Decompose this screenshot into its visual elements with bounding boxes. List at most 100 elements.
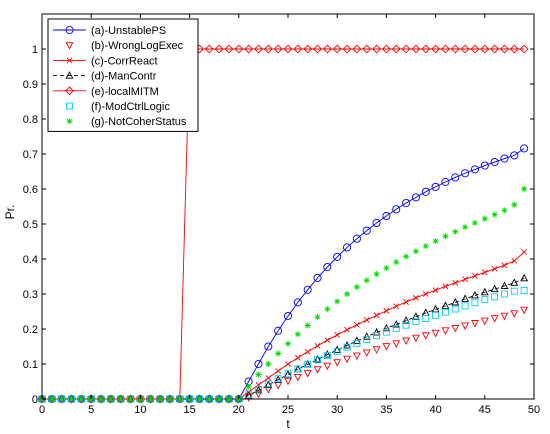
- x-tick-label: 20: [233, 404, 245, 416]
- data-point-3-29: [314, 342, 321, 349]
- data-point-5-42: [441, 44, 450, 54]
- data-point-3-50: [521, 249, 528, 255]
- data-point-4-24: [264, 380, 273, 389]
- y-tick-label: 0.9: [23, 79, 38, 91]
- data-point-5-24: [263, 44, 273, 54]
- data-point-7-14: [166, 396, 173, 402]
- data-point-7-23: [255, 371, 262, 378]
- data-point-4-31: [333, 345, 342, 354]
- data-point-3-23: [255, 382, 262, 388]
- data-point-2-39: [411, 334, 420, 343]
- data-point-1-46: [480, 161, 489, 170]
- data-point-6-33: [353, 339, 361, 347]
- data-point-4-32: [343, 340, 351, 349]
- data-point-2-28: [303, 370, 312, 378]
- data-point-7-44: [462, 224, 469, 231]
- data-point-6-41: [432, 311, 440, 319]
- data-point-7-40: [422, 243, 429, 250]
- data-point-1-42: [441, 177, 450, 187]
- data-point-4-36: [382, 323, 391, 332]
- data-point-6-30: [323, 352, 331, 360]
- data-point-6-36: [382, 328, 390, 336]
- data-point-7-20: [225, 396, 232, 402]
- data-point-7-38: [403, 253, 410, 260]
- data-point-2-32: [343, 355, 351, 364]
- data-point-1-33: [352, 234, 361, 243]
- data-point-5-23: [254, 44, 263, 54]
- data-point-1-23: [254, 359, 263, 369]
- legend-marker: [65, 71, 74, 79]
- x-tick-label: 0: [39, 404, 45, 416]
- x-tick-label: 25: [282, 404, 294, 416]
- data-point-7-13: [157, 396, 164, 402]
- data-point-1-28: [303, 285, 312, 294]
- data-point-5-22: [244, 44, 254, 54]
- data-point-7-8: [107, 396, 114, 402]
- data-point-3-34: [363, 316, 370, 323]
- data-point-5-11: [135, 394, 145, 404]
- data-point-5-41: [431, 44, 441, 54]
- data-point-7-41: [432, 238, 439, 245]
- data-point-4-35: [372, 328, 381, 336]
- data-point-7-49: [511, 201, 518, 208]
- data-point-4-38: [402, 316, 411, 324]
- data-point-6-43: [451, 305, 459, 313]
- data-point-7-12: [147, 396, 154, 402]
- data-point-7-27: [294, 331, 301, 338]
- data-point-6-48: [501, 290, 508, 298]
- data-point-2-40: [421, 332, 430, 340]
- data-point-4-45: [471, 290, 479, 299]
- data-point-7-45: [471, 219, 478, 226]
- data-point-7-5: [78, 396, 85, 402]
- legend-item-5: (e)-localMITM: [53, 86, 159, 98]
- data-point-5-29: [313, 44, 322, 54]
- data-point-6-50: [520, 287, 528, 294]
- data-point-5-48: [500, 44, 509, 54]
- data-point-6-47: [491, 293, 499, 301]
- data-point-1-41: [431, 182, 440, 191]
- data-point-5-37: [391, 44, 401, 54]
- data-point-2-34: [362, 349, 371, 357]
- data-point-2-27: [293, 373, 302, 382]
- data-point-7-9: [117, 396, 124, 402]
- data-point-3-26: [285, 361, 291, 367]
- data-point-3-32: [344, 326, 350, 333]
- data-point-1-50: [520, 144, 529, 153]
- data-point-5-32: [342, 44, 352, 54]
- data-point-6-45: [471, 299, 479, 307]
- data-point-7-46: [481, 215, 488, 222]
- y-tick-label: 0.2: [23, 324, 38, 336]
- data-point-6-22: [245, 391, 253, 399]
- x-tick-label: 50: [528, 404, 540, 416]
- data-point-4-46: [480, 287, 489, 296]
- y-tick-label: 0.5: [23, 219, 38, 231]
- data-point-7-26: [285, 340, 291, 347]
- data-point-2-38: [402, 337, 411, 346]
- data-point-3-24: [265, 375, 272, 381]
- data-point-5-13: [155, 394, 165, 404]
- data-point-1-29: [313, 273, 322, 282]
- data-point-3-28: [304, 348, 311, 355]
- data-point-3-38: [403, 299, 409, 305]
- data-point-4-37: [392, 319, 401, 328]
- legend-label: (b)-WrongLogExec: [91, 40, 184, 52]
- data-point-1-40: [421, 187, 430, 196]
- data-point-6-39: [412, 318, 420, 326]
- data-point-2-36: [382, 343, 391, 351]
- data-point-7-2: [48, 396, 55, 402]
- legend-marker: [66, 57, 73, 64]
- data-point-5-30: [322, 44, 332, 54]
- data-point-7-24: [265, 361, 272, 367]
- data-point-5-4: [67, 394, 76, 404]
- x-tick-label: 35: [380, 404, 392, 416]
- legend-marker: [66, 118, 73, 125]
- legend-item-6: (f)-ModCtrlLogic: [66, 101, 170, 113]
- data-point-5-2: [47, 394, 57, 404]
- x-tick-label: 5: [88, 404, 94, 416]
- data-point-3-33: [353, 321, 360, 328]
- data-point-6-38: [402, 321, 410, 329]
- data-point-5-7: [96, 394, 106, 404]
- legend-label: (g)-NotCoherStatus: [91, 116, 187, 128]
